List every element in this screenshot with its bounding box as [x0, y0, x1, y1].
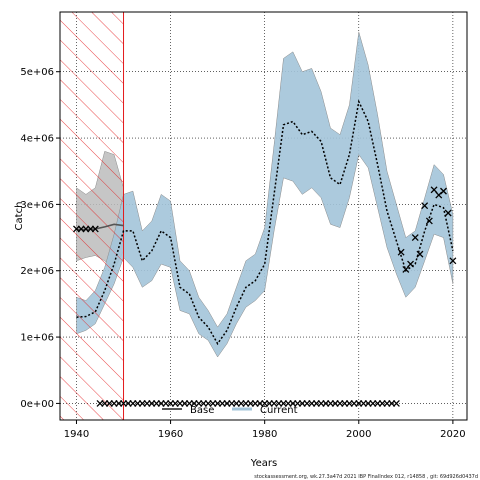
observed-catch-point-stroke-b [444, 209, 452, 217]
observed-markers [73, 186, 457, 407]
zero-catch-point-stroke-b [392, 399, 400, 407]
observed-catch-point [444, 209, 452, 217]
legend: Base Current [162, 405, 298, 416]
x-tick-label: 1940 [64, 429, 89, 440]
x-tick-label: 1960 [158, 429, 183, 440]
observed-catch-point-stroke-b [407, 260, 414, 268]
y-axis-title: Catch [14, 202, 25, 231]
x-tick-label: 2020 [440, 429, 465, 440]
y-tick-label: 0e+00 [20, 399, 54, 410]
observed-catch-point [421, 202, 429, 210]
line-current [76, 99, 454, 346]
observed-catch-point [91, 225, 99, 233]
axes: 1940 1960 1980 2000 2020 0e+00 1e+06 2e+06 3e+06… [20, 67, 465, 440]
x-tick-label: 1980 [252, 429, 277, 440]
x-tick-label: 2000 [346, 429, 371, 440]
y-tick-label: 1e+06 [20, 333, 54, 344]
legend-label-current: Current [260, 405, 298, 416]
observed-catch-point-stroke-b [411, 234, 419, 242]
y-tick-label: 2e+06 [20, 266, 54, 277]
confidence-bands [76, 31, 454, 358]
observed-catch-point [416, 250, 424, 258]
observed-catch-point-stroke-b [440, 187, 447, 195]
observed-catch-point [430, 186, 438, 194]
observed-catch-point-stroke-b [416, 250, 424, 258]
observed-catch-point [397, 248, 405, 256]
observed-catch-point [425, 217, 433, 225]
y-tick-label: 3e+06 [20, 200, 54, 211]
hatched-region-rect [60, 12, 125, 420]
observed-catch-point [449, 257, 457, 265]
y-tick-label: 4e+06 [20, 134, 54, 145]
legend-label-base: Base [190, 405, 214, 416]
plot-frame [59, 11, 468, 421]
footer-credit: stockassessment.org, wk.27.3a47d 2021 IB… [254, 474, 478, 480]
observed-catch-point-stroke-b [425, 217, 433, 225]
observed-catch-point-stroke-b [91, 225, 99, 233]
band-current [76, 31, 454, 358]
observed-catch-point [411, 234, 419, 242]
y-tick-label: 5e+06 [20, 67, 54, 78]
x-axis-title: Years [250, 458, 277, 469]
hatched-region [60, 12, 125, 420]
observed-catch-point [407, 260, 414, 268]
observed-catch-point [440, 187, 447, 195]
observed-catch-point-stroke-b [449, 257, 457, 265]
observed-catch-point-stroke-b [397, 248, 405, 256]
zero-catch-point [392, 399, 400, 407]
observed-catch-point-stroke-b [402, 265, 410, 273]
observed-catch-point-stroke-b [421, 202, 429, 210]
observed-catch-point-stroke-b [430, 186, 438, 194]
observed-catch-point [402, 265, 410, 273]
